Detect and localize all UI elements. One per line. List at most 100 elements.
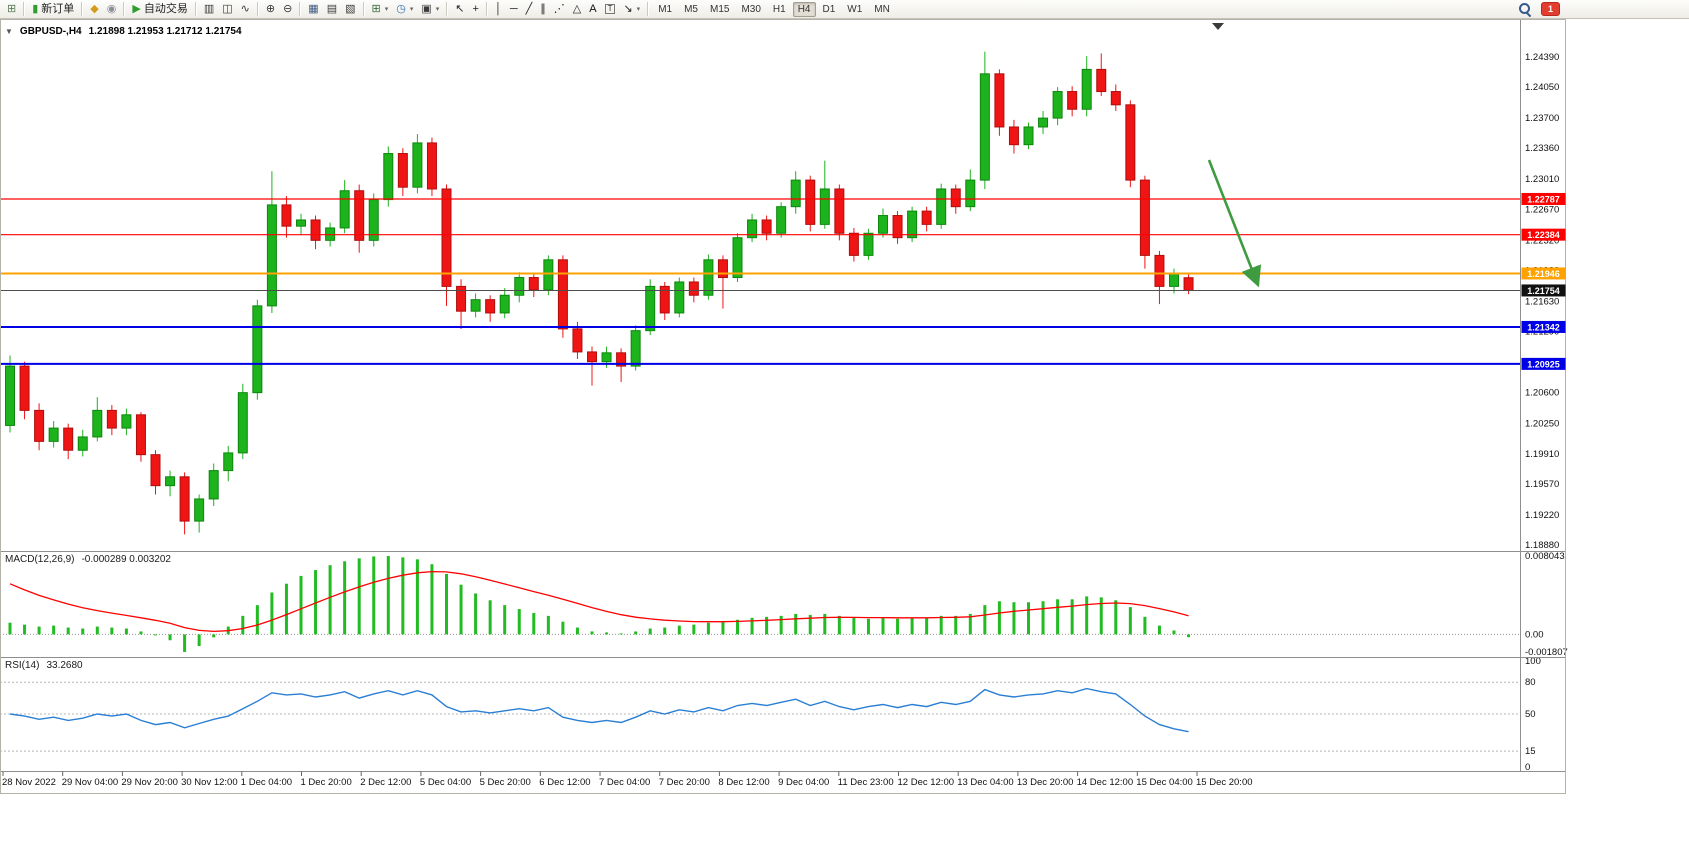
svg-text:1.20925: 1.20925 bbox=[1527, 359, 1560, 369]
timeframe-m1[interactable]: M1 bbox=[658, 3, 673, 15]
svg-text:15 Dec 20:00: 15 Dec 20:00 bbox=[1196, 777, 1253, 788]
bar-chart-button[interactable]: ▥ bbox=[200, 0, 218, 18]
trendline-button[interactable]: ╱ bbox=[522, 0, 537, 18]
timeframe-h1[interactable]: H1 bbox=[772, 3, 786, 15]
chart-canvas[interactable]: 1.24390 1.24050 1.23700 1.23360 1.23010 1.226… bbox=[0, 19, 1689, 795]
toolbar: ⊞ ▮ 新订单 ◆ ◉ ▶ 自动交易 ▥ ◫ ∿ ⊕ ⊖ ▦ ▤ ▧ ⊞ ▾ ◷ ▾ ▣ ▾ ↖ + │ ─ ╱ ∥ ⋰ △ A T ↘ ▾ M1… bbox=[0, 0, 1689, 19]
text-button[interactable]: A bbox=[585, 0, 600, 18]
svg-text:1.24050: 1.24050 bbox=[1525, 82, 1559, 93]
timeframe-h4[interactable]: H4 bbox=[792, 1, 816, 17]
symbol-period-text: GBPUSD-,H4 bbox=[19, 26, 82, 37]
mql5-button[interactable]: ◆ bbox=[86, 0, 102, 18]
svg-text:0: 0 bbox=[1525, 762, 1530, 773]
svg-text:0.00: 0.00 bbox=[1525, 629, 1544, 640]
rsi-line bbox=[9, 687, 1189, 733]
vertical-line-icon: │ bbox=[494, 2, 502, 15]
trend-arrow-annotation[interactable] bbox=[1207, 159, 1262, 288]
chart-symbol-label: ▼ GBPUSD-,H4 1.21898 1.21953 1.21712 1.2… bbox=[5, 26, 242, 37]
price-axis: 1.24390 1.24050 1.23700 1.23360 1.23010 1.226… bbox=[1525, 52, 1559, 551]
svg-text:1.19910: 1.19910 bbox=[1525, 449, 1559, 460]
search-icon[interactable] bbox=[1519, 2, 1532, 16]
fibonacci-button[interactable]: ⋰ bbox=[550, 0, 569, 18]
cursor-button[interactable]: ↖ bbox=[451, 0, 468, 18]
mql5-icon: ◆ bbox=[90, 2, 99, 15]
price-tag-1.21754: 1.21754 bbox=[1521, 284, 1566, 297]
arrange-windows-button[interactable]: ▧ bbox=[341, 0, 359, 18]
shapes-icon: △ bbox=[572, 2, 582, 15]
autotrade-button-label: 自动交易 bbox=[143, 2, 188, 15]
new-order-button-label: 新订单 bbox=[41, 2, 75, 15]
timeframe-mn[interactable]: MN bbox=[874, 3, 890, 15]
new-chart-icon: ⊞ bbox=[7, 2, 17, 15]
svg-text:1.22787: 1.22787 bbox=[1527, 194, 1560, 204]
svg-text:80: 80 bbox=[1525, 677, 1536, 688]
tile-windows-button[interactable]: ▦ bbox=[304, 0, 322, 18]
svg-text:5 Dec 04:00: 5 Dec 04:00 bbox=[420, 777, 471, 788]
arrows-icon: ↘ bbox=[623, 2, 633, 15]
channel-icon: ∥ bbox=[540, 2, 546, 15]
svg-text:6 Dec 12:00: 6 Dec 12:00 bbox=[539, 777, 590, 788]
macd-panel: 0.008043 0.00 -0.001807 bbox=[0, 551, 1568, 658]
vertical-line-button[interactable]: │ bbox=[491, 0, 506, 18]
svg-text:1.22384: 1.22384 bbox=[1527, 230, 1560, 240]
arrows-button[interactable]: ↘ ▾ bbox=[619, 0, 644, 18]
svg-text:100: 100 bbox=[1525, 656, 1541, 667]
shapes-button[interactable]: △ bbox=[569, 0, 585, 18]
charts-dropdown[interactable]: ⊞ ▾ bbox=[368, 0, 393, 18]
timeframe-m5[interactable]: M5 bbox=[684, 3, 698, 15]
channel-button[interactable]: ∥ bbox=[536, 0, 550, 18]
bar-chart-icon: ▥ bbox=[203, 2, 215, 15]
macd-indicator-label: MACD(12,26,9) -0.000289 0.003202 bbox=[5, 554, 171, 565]
horizontal-line-button[interactable]: ─ bbox=[506, 0, 522, 18]
zoom-in-button[interactable]: ⊕ bbox=[262, 0, 279, 18]
line-chart-button[interactable]: ∿ bbox=[237, 0, 254, 18]
clock-dropdown[interactable]: ◷ ▾ bbox=[392, 0, 417, 18]
svg-text:13 Dec 20:00: 13 Dec 20:00 bbox=[1017, 777, 1074, 788]
toolbar-separator bbox=[647, 2, 650, 16]
caret-down-icon: ▾ bbox=[384, 5, 389, 13]
toolbar-separator bbox=[194, 2, 197, 16]
new-order-icon: ▮ bbox=[32, 2, 39, 15]
candlestick-chart-button[interactable]: ◫ bbox=[218, 0, 236, 18]
one-click-trading-toggle-icon[interactable]: ▼ bbox=[5, 27, 13, 36]
price-tag-1.20925: 1.20925 bbox=[1521, 357, 1566, 370]
svg-text:1.23360: 1.23360 bbox=[1525, 143, 1559, 154]
notification-badge[interactable]: 1 bbox=[1541, 2, 1560, 16]
svg-text:7 Dec 04:00: 7 Dec 04:00 bbox=[599, 777, 650, 788]
timeframe-d1[interactable]: D1 bbox=[822, 3, 836, 15]
new-chart-button[interactable]: ⊞ bbox=[3, 0, 20, 18]
svg-text:1.20250: 1.20250 bbox=[1525, 419, 1559, 430]
svg-text:1.23010: 1.23010 bbox=[1525, 174, 1559, 185]
rsi-indicator-label: RSI(14) 33.2680 bbox=[5, 660, 83, 671]
crosshair-button[interactable]: + bbox=[469, 0, 483, 18]
trendline-icon: ╱ bbox=[525, 2, 533, 15]
timeframe-m15[interactable]: M15 bbox=[710, 3, 730, 15]
svg-text:13 Dec 04:00: 13 Dec 04:00 bbox=[957, 777, 1014, 788]
autotrade-button[interactable]: ▶ 自动交易 bbox=[128, 0, 191, 18]
svg-text:15 Dec 04:00: 15 Dec 04:00 bbox=[1136, 777, 1193, 788]
arrange-windows-icon: ▧ bbox=[345, 2, 356, 15]
community-button[interactable]: ◉ bbox=[103, 0, 121, 18]
svg-text:9 Dec 04:00: 9 Dec 04:00 bbox=[778, 777, 829, 788]
toolbar-separator bbox=[362, 2, 365, 16]
text-icon: A bbox=[589, 2, 597, 15]
price-tag-1.22787: 1.22787 bbox=[1521, 192, 1566, 205]
zoom-in-icon: ⊕ bbox=[265, 2, 276, 15]
chart-shift-marker[interactable] bbox=[1212, 23, 1224, 30]
cascade-windows-button[interactable]: ▤ bbox=[323, 0, 341, 18]
timeframe-m30[interactable]: M30 bbox=[741, 3, 761, 15]
text-label-icon: T bbox=[604, 4, 616, 14]
svg-text:1.24390: 1.24390 bbox=[1525, 52, 1559, 63]
svg-text:30 Nov 12:00: 30 Nov 12:00 bbox=[181, 777, 238, 788]
zoom-out-button[interactable]: ⊖ bbox=[279, 0, 296, 18]
price-tag-1.22384: 1.22384 bbox=[1521, 228, 1566, 241]
svg-text:11 Dec 23:00: 11 Dec 23:00 bbox=[838, 777, 894, 788]
svg-text:1.21342: 1.21342 bbox=[1527, 322, 1560, 332]
snapshot-dropdown[interactable]: ▣ ▾ bbox=[417, 0, 443, 18]
text-label-button[interactable]: T bbox=[601, 0, 620, 18]
macd-signal-line bbox=[9, 570, 1189, 633]
timeframe-w1[interactable]: W1 bbox=[847, 3, 863, 15]
zoom-out-icon: ⊖ bbox=[283, 2, 293, 15]
fibonacci-icon: ⋰ bbox=[553, 2, 565, 15]
new-order-button[interactable]: ▮ 新订单 bbox=[28, 0, 78, 18]
